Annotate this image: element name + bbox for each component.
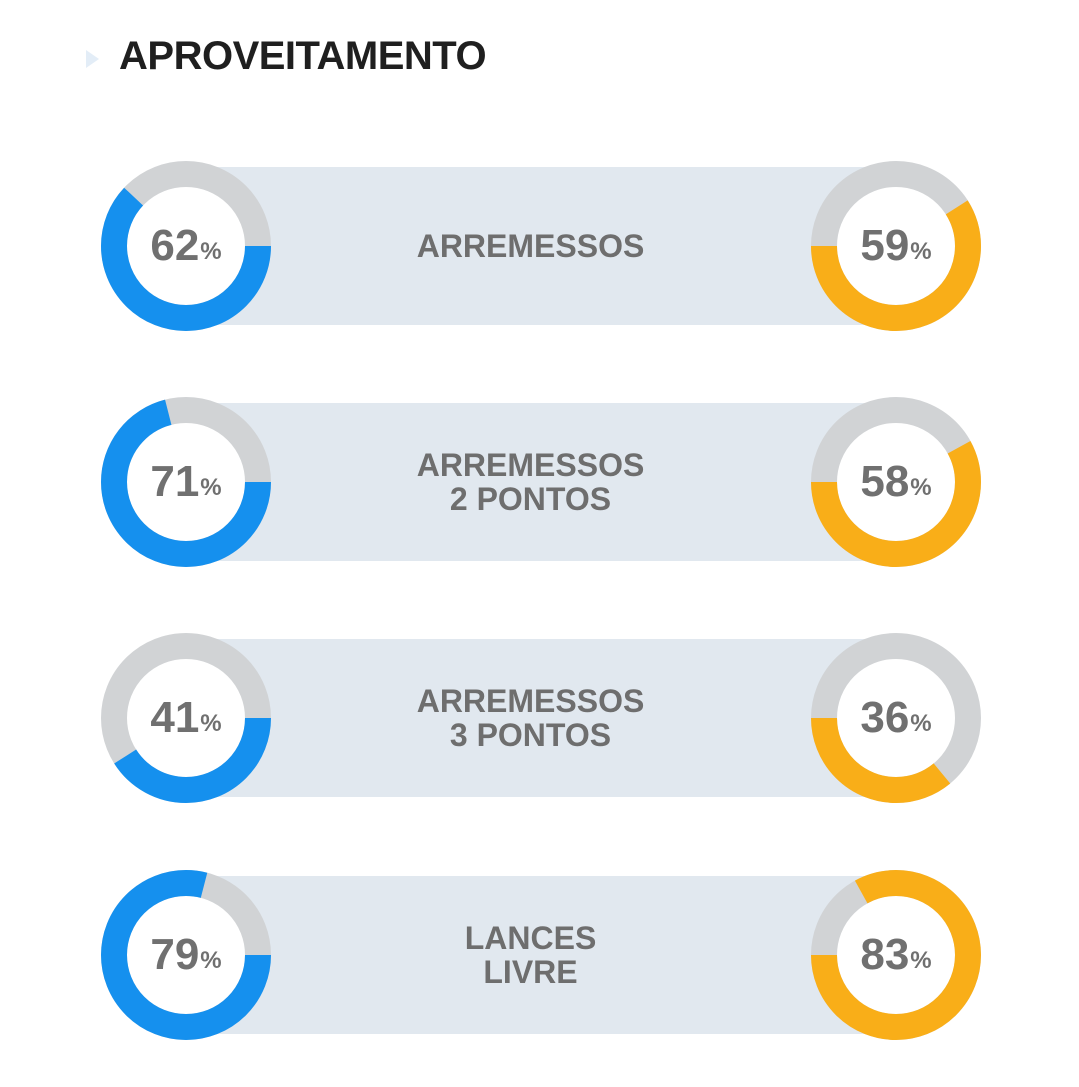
donut-percent-label: 62% [101,161,271,331]
stat-row: ARREMESSOS 3 PONTOS 41% 36% [0,633,1079,803]
donut-value-arc-right [811,161,981,331]
donut-right-1: 58% [811,397,981,567]
donut-value-arc-right [811,397,981,567]
stat-label-line: LANCES [464,920,597,956]
stat-label-line: ARREMESSOS [416,683,645,719]
percent-value: 59 [860,221,910,270]
stat-row-band [186,403,875,561]
percent-symbol: % [200,238,222,265]
triangle-bullet-icon [86,49,99,68]
stat-label-line: ARREMESSOS [416,228,645,264]
percent-value: 58 [860,457,910,506]
donut-percent-label: 41% [101,633,271,803]
percent-value: 71 [150,457,200,506]
section-header: APROVEITAMENTO [86,34,487,79]
donut-left-2: 41% [101,633,271,803]
stat-label-line: 2 PONTOS [449,481,612,517]
percent-symbol: % [910,238,932,265]
percent-value: 83 [860,930,910,979]
donut-percent-label: 71% [101,397,271,567]
stat-label: ARREMESSOS [186,167,875,325]
donut-value-arc-left [101,161,271,331]
donut-value-arc-right [811,870,981,1040]
stat-label-line: ARREMESSOS [416,447,645,483]
percent-symbol: % [200,474,222,501]
donut-left-1: 71% [101,397,271,567]
donut-left-0: 62% [101,161,271,331]
donut-left-3: 79% [101,870,271,1040]
stat-label: LANCES LIVRE [186,876,875,1034]
percent-symbol: % [910,474,932,501]
percent-value: 79 [150,930,200,979]
donut-percent-label: 59% [811,161,981,331]
donut-right-3: 83% [811,870,981,1040]
donut-percent-label: 58% [811,397,981,567]
donut-percent-label: 79% [101,870,271,1040]
stat-row: ARREMESSOS 2 PONTOS 71% 58% [0,397,1079,567]
stat-label-line: 3 PONTOS [449,717,612,753]
percent-symbol: % [200,947,222,974]
donut-value-arc-left [101,870,271,1040]
percent-symbol: % [910,947,932,974]
stat-row: ARREMESSOS 62% 59% [0,161,1079,331]
donut-value-arc-left [101,397,271,567]
donut-value-arc-right [811,633,981,803]
donut-right-2: 36% [811,633,981,803]
stat-row-band [186,876,875,1034]
stat-label: ARREMESSOS 2 PONTOS [186,403,875,561]
percent-value: 36 [860,693,910,742]
stat-row-band [186,167,875,325]
donut-right-0: 59% [811,161,981,331]
stat-label: ARREMESSOS 3 PONTOS [186,639,875,797]
donut-percent-label: 36% [811,633,981,803]
percent-symbol: % [200,710,222,737]
donut-value-arc-left [101,633,271,803]
stat-row-band [186,639,875,797]
stat-row: LANCES LIVRE 79% 83% [0,870,1079,1040]
donut-percent-label: 83% [811,870,981,1040]
stat-label-line: LIVRE [483,954,578,990]
percent-value: 41 [150,693,200,742]
page-title: APROVEITAMENTO [119,34,487,78]
percent-value: 62 [150,221,200,270]
percent-symbol: % [910,710,932,737]
